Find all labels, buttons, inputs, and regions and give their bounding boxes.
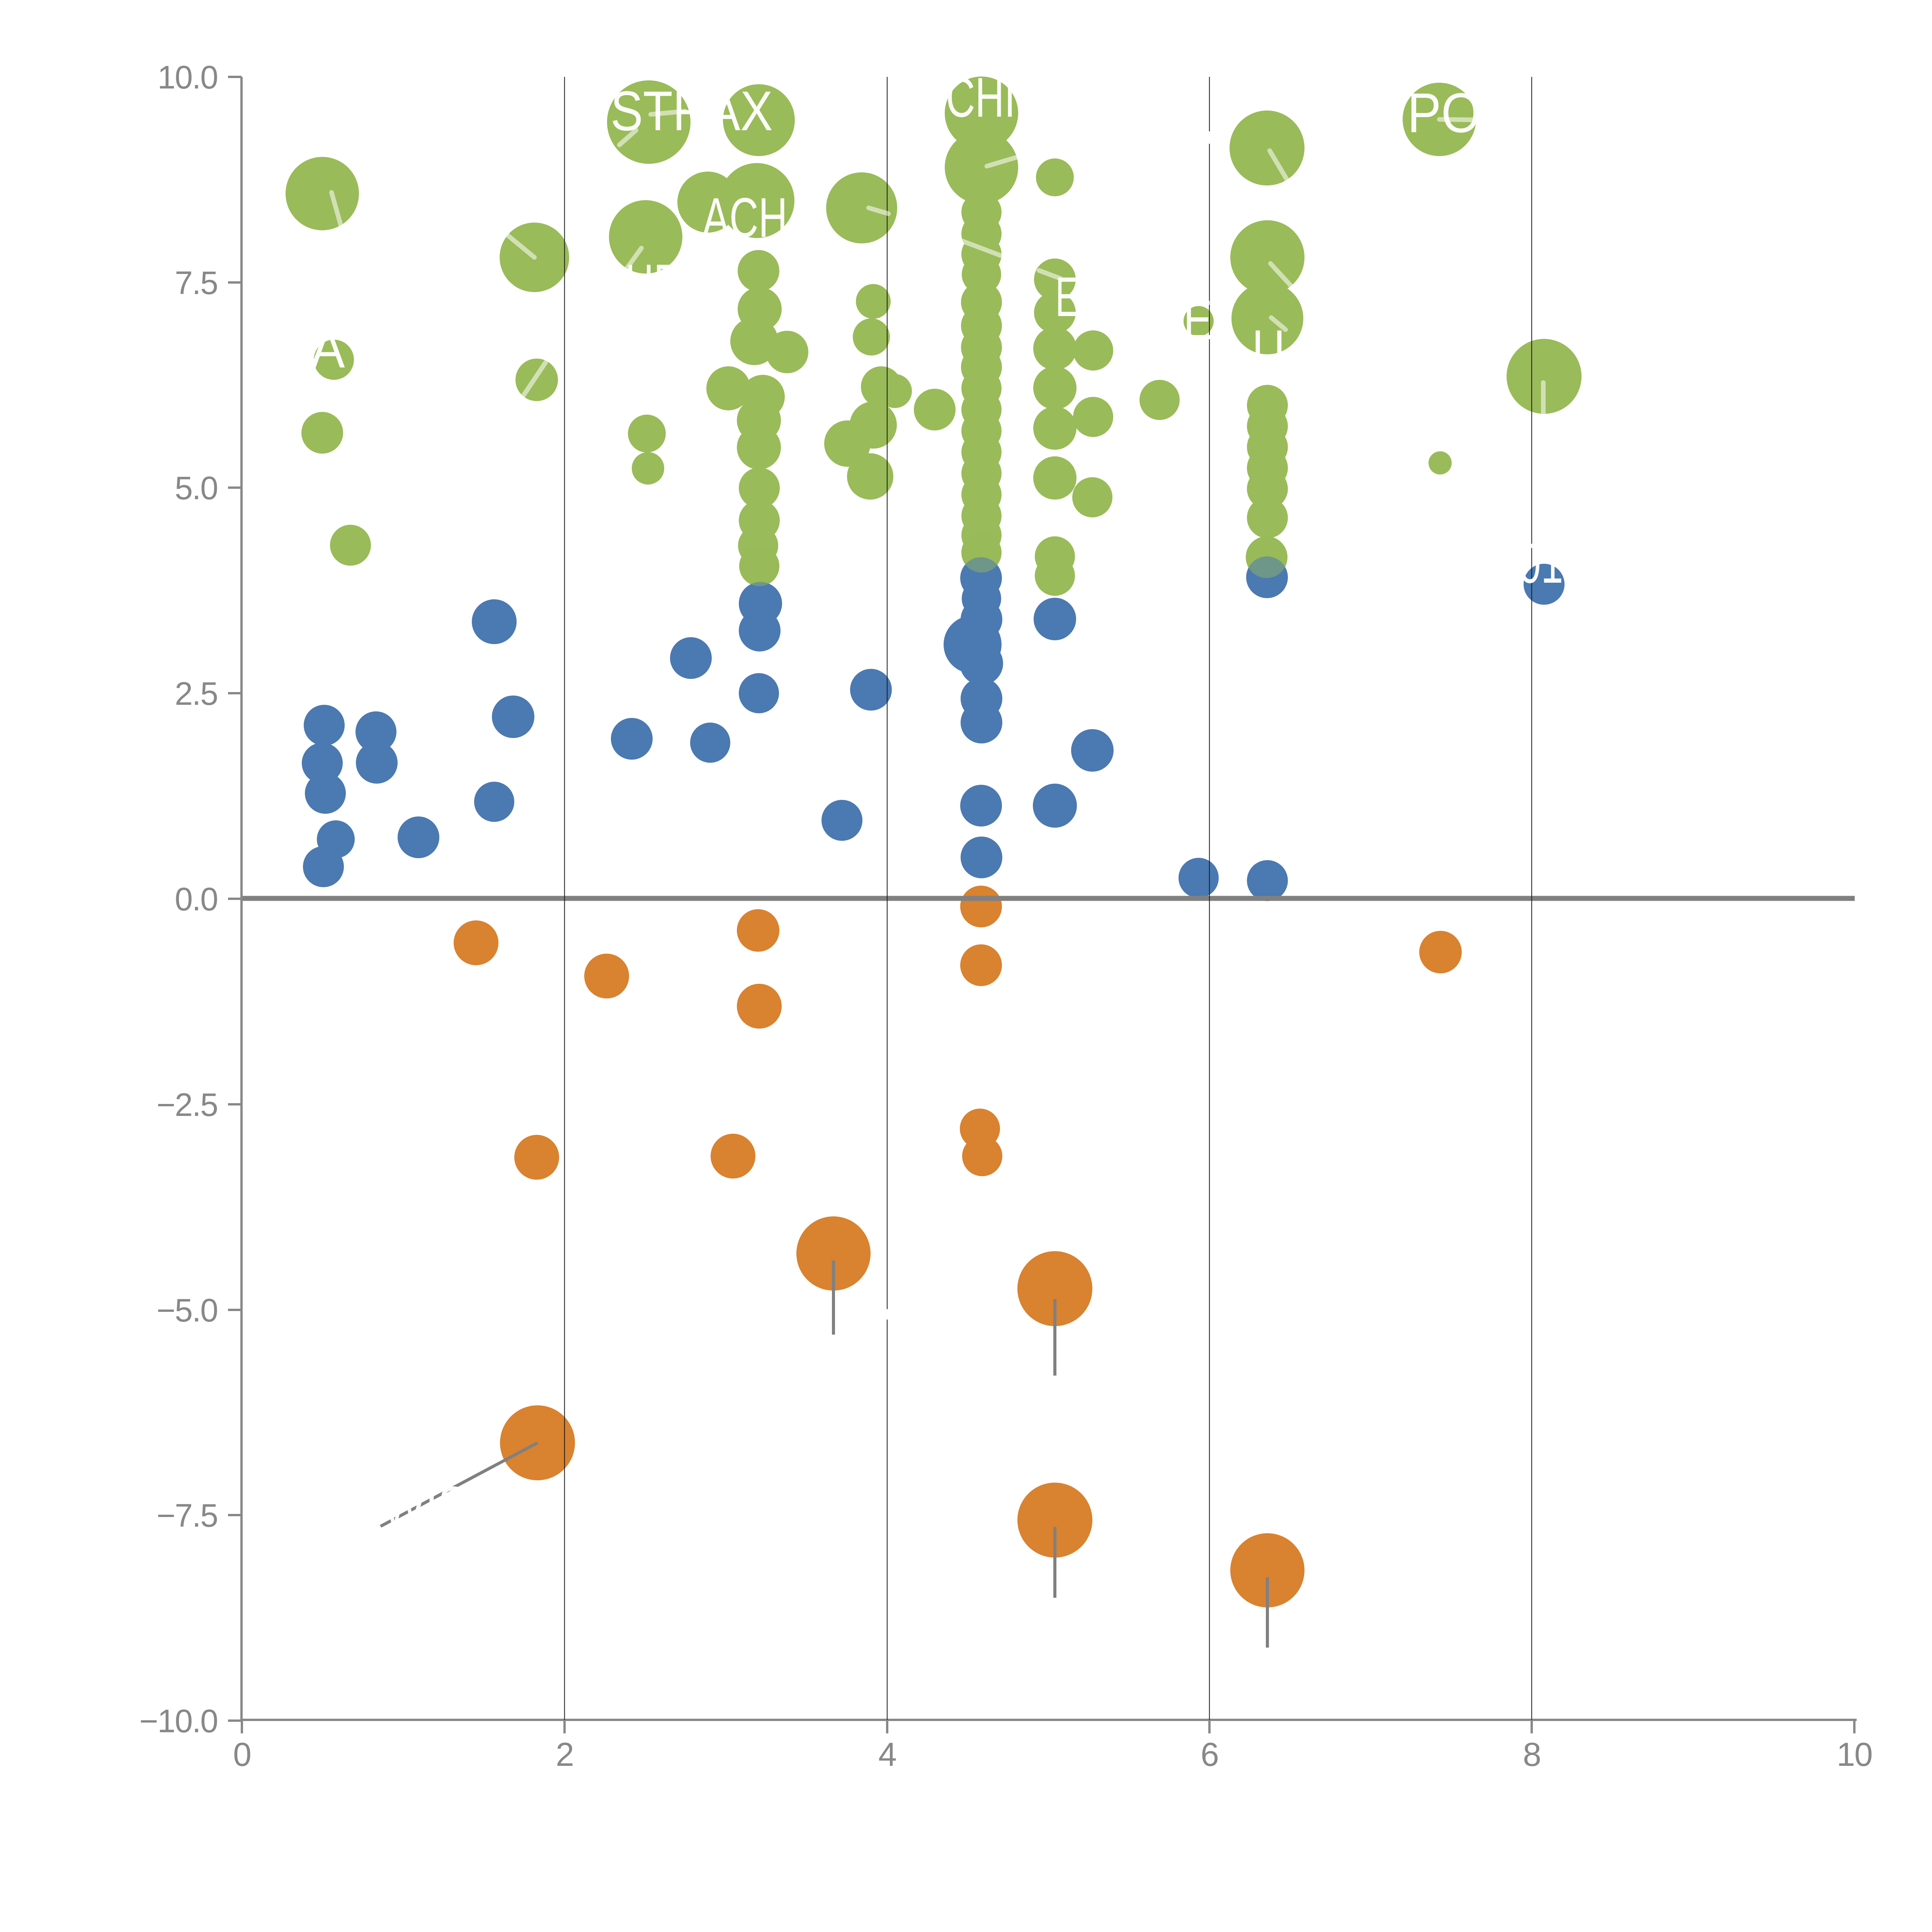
svg-text:8: 8 (1523, 1736, 1541, 1773)
svg-text:E: E (1055, 265, 1079, 328)
svg-text:0: 0 (233, 1736, 251, 1773)
svg-text:−5.0: −5.0 (156, 1292, 218, 1328)
svg-text:5.0: 5.0 (175, 470, 218, 506)
svg-text:10.0: 10.0 (158, 59, 218, 95)
svg-text:−7.5: −7.5 (156, 1497, 218, 1534)
svg-text:U: U (1252, 318, 1285, 381)
svg-text:−2.5: −2.5 (156, 1087, 218, 1123)
svg-text:ACH: ACH (702, 186, 787, 249)
svg-text:6: 6 (1201, 1736, 1218, 1773)
svg-text:WISA: WISA (383, 1475, 498, 1537)
svg-text:2.5: 2.5 (175, 675, 218, 712)
svg-text:4: 4 (878, 1736, 896, 1773)
svg-text:STRAX: STRAX (611, 80, 773, 142)
svg-text:CHI: CHI (946, 66, 1015, 129)
svg-text:0.0: 0.0 (175, 881, 218, 917)
svg-text:01: 01 (1519, 532, 1563, 595)
svg-text:10: 10 (1837, 1736, 1872, 1773)
svg-text:PO: PO (1407, 82, 1481, 144)
svg-text:AT: AT (311, 317, 372, 379)
svg-text:7.5: 7.5 (175, 265, 218, 301)
svg-text:2: 2 (556, 1736, 573, 1773)
svg-text:E: E (1184, 289, 1213, 351)
svg-text:−10.0: −10.0 (139, 1703, 218, 1739)
svg-text:SHE: SHE (599, 253, 680, 315)
